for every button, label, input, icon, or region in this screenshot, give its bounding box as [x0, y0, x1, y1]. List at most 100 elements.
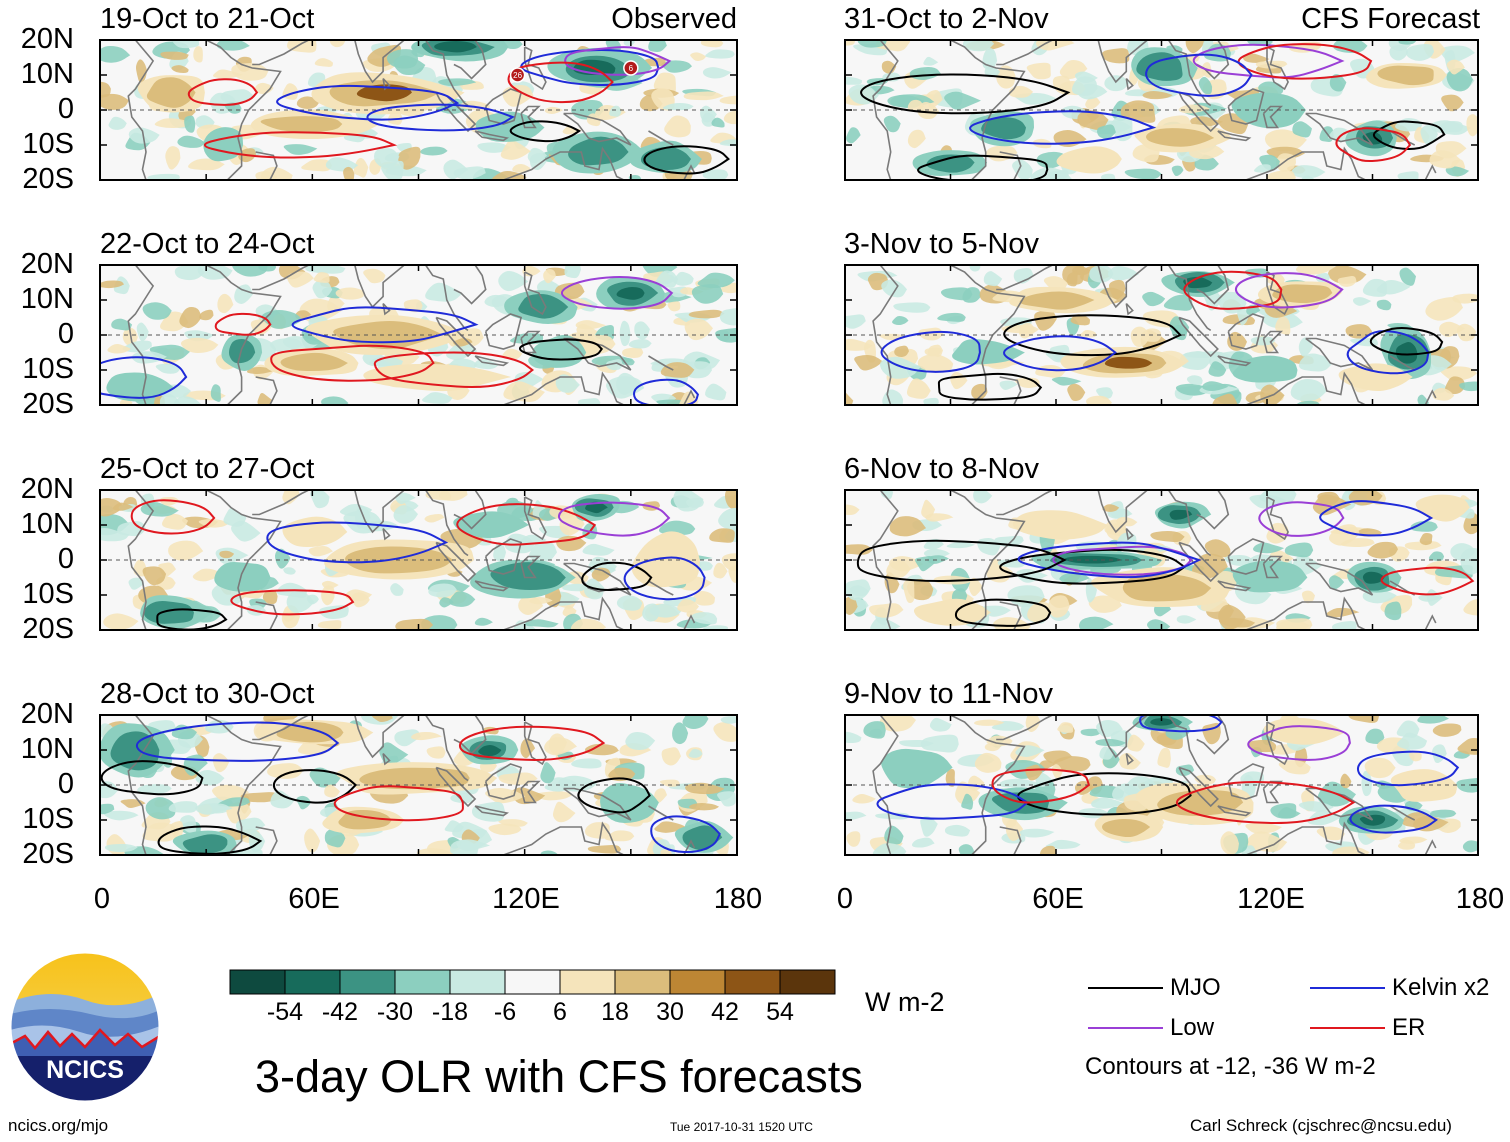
colorbar-segment-3: [394, 969, 451, 995]
olr-cell: [270, 790, 295, 809]
olr-cell: [958, 844, 975, 855]
olr-cell: [702, 67, 732, 79]
olr-cell: [893, 302, 931, 313]
olr-cell: [899, 739, 934, 748]
olr-cell: [555, 374, 580, 393]
contour-kelvin: [1145, 53, 1253, 97]
legend-kelvin: Kelvin x2: [1392, 974, 1490, 1001]
contour-er: [1237, 43, 1373, 80]
olr-cell: [536, 791, 573, 801]
coastline: [1125, 302, 1134, 316]
olr-cell: [1459, 381, 1478, 392]
olr-cell: [1328, 524, 1360, 546]
coastline: [382, 752, 391, 766]
map-panel-3: [99, 489, 738, 631]
olr-cell: [660, 362, 695, 378]
olr-cell: [1107, 266, 1139, 281]
coastline: [950, 40, 1026, 180]
olr-cell: [453, 166, 486, 180]
olr-cell: [1396, 720, 1420, 738]
olr-cell: [846, 831, 861, 847]
lon-tick-60e-left: 60E: [288, 883, 340, 915]
colorbar-segment-8: [669, 969, 726, 995]
olr-cell: [1102, 504, 1120, 512]
lat-tick-row3-3: 10S: [22, 578, 74, 610]
olr-cell: [301, 159, 332, 172]
contour-kelvin: [876, 783, 1030, 820]
coastline: [996, 265, 1053, 291]
olr-cell: [327, 295, 345, 314]
legend-note: Contours at -12, -36 W m-2: [1085, 1053, 1376, 1080]
olr-cell: [540, 762, 556, 784]
olr-cell: [1169, 316, 1190, 336]
coastline: [382, 527, 391, 541]
olr-cell: [1019, 828, 1055, 838]
olr-cell: [223, 508, 247, 527]
olr-cell: [1077, 110, 1109, 130]
olr-cell: [1127, 734, 1145, 752]
lat-tick-row4-4: 20S: [22, 838, 74, 870]
olr-cell: [1245, 831, 1288, 852]
olr-cell: [160, 51, 189, 60]
olr-cell: [1253, 164, 1271, 173]
olr-cell: [544, 737, 577, 756]
contour-er: [270, 344, 435, 382]
panel-title-4: 28-Oct to 30-Oct: [100, 678, 315, 710]
olr-cell: [628, 339, 652, 349]
lat-tick-row3-4: 20S: [22, 613, 74, 645]
olr-cell: [1066, 271, 1078, 287]
contour-er: [333, 785, 464, 822]
olr-cell: [879, 715, 916, 732]
olr-cell: [1296, 265, 1335, 275]
olr-cell: [709, 528, 735, 543]
olr-cell: [395, 492, 416, 505]
olr-cell: [1418, 594, 1440, 602]
ncics-logo: NCICS: [10, 952, 160, 1102]
olr-cell: [1406, 43, 1434, 61]
olr-cell: [619, 320, 631, 347]
olr-cell: [171, 65, 189, 73]
map-panel-2: [99, 264, 738, 406]
olr-cell: [296, 795, 312, 810]
coastline: [205, 490, 282, 630]
olr-cell: [883, 115, 901, 133]
olr-cell: [1399, 836, 1428, 844]
olr-cell: [552, 801, 576, 823]
olr-cell: [1365, 728, 1385, 745]
contour-er: [1380, 566, 1475, 596]
olr-cell: [672, 722, 689, 745]
olr-cell: [1266, 170, 1296, 180]
olr-cell: [968, 577, 983, 597]
olr-anomaly-5: [631, 531, 700, 588]
coastline: [950, 490, 1026, 630]
olr-cell: [217, 293, 234, 314]
contour-kelvin: [1319, 500, 1434, 537]
lat-tick-row3-2: 0: [57, 543, 74, 575]
colorbar-segment-5: [504, 969, 561, 995]
coastline: [1196, 490, 1230, 530]
olr-cell: [1328, 575, 1345, 590]
olr-cell: [324, 828, 346, 848]
coastline: [523, 721, 547, 766]
olr-cell: [1364, 757, 1396, 779]
olr-cell: [1429, 150, 1461, 169]
contour-mjo: [1369, 326, 1444, 356]
panel-title-6: 3-Nov to 5-Nov: [844, 228, 1040, 260]
contour-kelvin: [880, 330, 981, 373]
coastline: [1227, 538, 1265, 575]
olr-cell: [911, 837, 935, 848]
olr-cell: [1202, 381, 1229, 391]
olr-anomaly-3: [229, 339, 256, 364]
olr-cell: [154, 118, 192, 128]
olr-cell: [174, 265, 205, 281]
colorbar-segment-9: [724, 969, 781, 995]
olr-cell: [1301, 590, 1315, 604]
olr-cell: [923, 56, 939, 66]
lat-tick-row2-0: 20N: [20, 248, 74, 280]
olr-cell: [683, 91, 724, 101]
olr-cell: [848, 84, 879, 105]
contour-mjo: [157, 825, 263, 855]
contour-mjo: [643, 145, 730, 175]
olr-cell: [145, 797, 176, 820]
olr-cell: [1178, 104, 1211, 114]
